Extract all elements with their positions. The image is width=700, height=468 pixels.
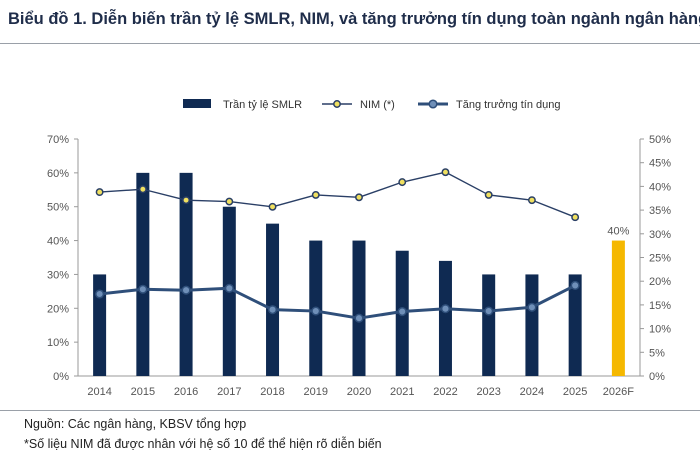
x-tick-label: 2024: [520, 386, 544, 398]
right-tick-label: 5%: [649, 347, 665, 359]
bottom-divider: [0, 410, 700, 411]
combo-chart: 0% 10% 20% 30% 40% 50% 60% 70% 0% 5% 10% 15% 20% 25% 3…: [47, 99, 671, 398]
smlr-bar: [266, 223, 280, 376]
credit-growth-marker: [397, 306, 407, 317]
nim-marker: [398, 178, 407, 187]
smlr-bar: [93, 274, 107, 376]
x-tick-label: 2019: [304, 386, 328, 398]
credit-growth-marker: [138, 284, 148, 294]
credit-growth-line: [99, 284, 576, 320]
nim-marker: [95, 188, 104, 197]
right-tick-label: 45%: [649, 158, 671, 170]
left-tick-label: 30%: [47, 269, 69, 281]
right-tick-label: 20%: [649, 276, 671, 288]
nim-marker: [225, 197, 234, 206]
credit-growth-marker: [95, 289, 105, 299]
source-note: Nguồn: Các ngân hàng, KBSV tổng hợp: [24, 417, 247, 431]
credit-growth-marker: [484, 306, 494, 316]
x-tick-label: 2014: [87, 386, 111, 398]
x-tick-label: 2021: [390, 386, 414, 398]
credit-growth-marker: [354, 313, 364, 323]
legend-bar-swatch: [183, 99, 211, 108]
left-tick-label: 20%: [47, 303, 69, 315]
x-tick-label: 2023: [476, 386, 500, 398]
credit-growth-marker: [311, 306, 321, 316]
left-tick-label: 70%: [47, 134, 69, 146]
right-tick-label: 30%: [649, 229, 671, 241]
credit-growth-marker: [181, 285, 191, 295]
nim-marker: [484, 190, 493, 199]
nim-line: [99, 171, 576, 218]
credit-growth-marker: [570, 280, 580, 291]
left-tick-label: 0%: [53, 371, 69, 383]
right-tick-label: 0%: [649, 371, 665, 383]
legend-credit-label: Tăng trưởng tín dụng: [456, 99, 560, 111]
smlr-bar: [438, 260, 452, 376]
top-divider: [0, 43, 700, 44]
credit-growth-marker: [527, 302, 537, 312]
left-tick-label: 60%: [47, 168, 69, 180]
data-label: 40%: [607, 226, 629, 238]
left-tick-label: 50%: [47, 202, 69, 214]
left-tick-label: 40%: [47, 236, 69, 248]
left-tick-label: 10%: [47, 337, 69, 349]
nim-footnote: *Số liệu NIM đã được nhân với hệ số 10 đ…: [24, 437, 382, 451]
nim-marker: [571, 213, 580, 222]
x-tick-label: 2018: [260, 386, 284, 398]
x-tick-label: 2016: [174, 386, 198, 398]
smlr-bar: [179, 172, 193, 376]
nim-marker: [355, 193, 363, 202]
smlr-bar: [568, 274, 582, 376]
legend-nim-label: NIM (*): [360, 99, 395, 111]
legend-smlr-label: Trần tỷ lệ SMLR: [223, 99, 302, 111]
legend-nim-marker: [333, 100, 341, 108]
legend-credit-marker: [428, 99, 438, 109]
chart-title: Biểu đồ 1. Diễn biến trần tỷ lệ SMLR, NI…: [8, 10, 700, 28]
x-tick-label: 2022: [433, 386, 457, 398]
right-tick-label: 35%: [649, 205, 671, 217]
x-tick-label: 2017: [217, 386, 241, 398]
smlr-bar: [525, 274, 539, 376]
right-tick-label: 40%: [649, 181, 671, 193]
smlr-bar: [136, 172, 150, 376]
nim-marker: [138, 185, 147, 194]
nim-marker: [441, 168, 450, 177]
x-tick-label: 2015: [131, 386, 155, 398]
smlr-bar: [352, 240, 366, 376]
nim-marker: [527, 196, 536, 205]
x-tick-label: 2025: [563, 386, 587, 398]
nim-marker: [182, 196, 191, 205]
right-tick-label: 50%: [649, 134, 671, 146]
nim-marker: [268, 202, 277, 211]
credit-growth-marker: [267, 305, 278, 315]
right-tick-label: 10%: [649, 324, 671, 336]
credit-growth-marker: [224, 283, 234, 293]
credit-growth-marker: [440, 304, 451, 314]
smlr-bar: [482, 274, 496, 376]
right-tick-label: 25%: [649, 253, 671, 265]
x-tick-label: 2026F: [603, 386, 634, 398]
smlr-bar: [611, 240, 625, 376]
right-tick-label: 15%: [649, 300, 671, 312]
nim-marker: [311, 190, 320, 199]
x-tick-label: 2020: [347, 386, 371, 398]
